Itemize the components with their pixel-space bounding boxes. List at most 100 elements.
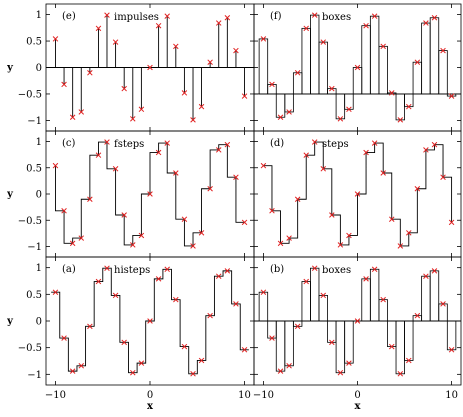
data-point [286, 109, 292, 115]
panel-d: (d) steps [253, 130, 462, 258]
data-point [95, 278, 102, 285]
data-point [380, 170, 386, 176]
data-point [311, 265, 318, 271]
data-point [181, 343, 188, 350]
x-tick-label: −10 [45, 390, 66, 401]
data-point [147, 64, 153, 71]
box [378, 45, 388, 95]
data-point [207, 185, 213, 192]
data-point [277, 368, 284, 374]
data-point [431, 268, 438, 274]
data-point [286, 235, 292, 241]
box [404, 93, 414, 108]
data-point [198, 357, 205, 364]
panel-a: 1 0.5 0 −0.5 −1 y (a) histeps −10 0 10 x [6, 256, 255, 412]
data-point [380, 43, 386, 50]
data-point [346, 360, 352, 366]
x-tick-label: 0 [147, 390, 153, 401]
data-point [164, 140, 170, 146]
panel-e: 1 0.5 0 −0.5 −1 y (e) impulses [6, 3, 255, 132]
data-point [198, 103, 205, 110]
data-point [190, 117, 196, 123]
data-point [269, 335, 275, 341]
data-point [363, 22, 369, 29]
box [258, 291, 269, 322]
box [429, 270, 440, 322]
panel-c: 1 0.5 0 −0.5 −1 y (c) fsteps [6, 130, 255, 258]
box [327, 88, 337, 95]
data-point [269, 208, 275, 214]
data-point [277, 114, 284, 120]
data-point [78, 363, 85, 369]
data-point [329, 85, 335, 92]
data-point [69, 240, 76, 247]
data-point [294, 70, 301, 76]
y-tick-label: 0 [36, 317, 42, 328]
data-point [138, 232, 145, 239]
data-point [406, 230, 412, 236]
data-point [164, 266, 170, 273]
box [292, 72, 303, 95]
box [387, 320, 397, 348]
y-tick-label: 0.5 [26, 290, 42, 301]
data-point [337, 369, 344, 376]
y-tick-label: −0.5 [18, 343, 42, 354]
box [267, 320, 277, 339]
data-point [155, 22, 162, 29]
data-point [104, 265, 110, 271]
data-point [61, 335, 67, 341]
panels: 1 0.5 0 −0.5 −1 y (e) impulses (f) boxes 1 0.5 0 −0.5… [6, 3, 462, 412]
box [361, 278, 371, 322]
box [412, 315, 423, 322]
data-point [260, 162, 267, 169]
data-point [388, 343, 395, 350]
x-tick-label: −10 [253, 390, 274, 401]
data-point [215, 147, 222, 153]
data-point [371, 266, 378, 273]
box [412, 61, 423, 95]
series-label: histeps [114, 265, 150, 276]
data-point [320, 39, 327, 45]
data-point [423, 20, 429, 26]
data-point [112, 39, 119, 45]
box [267, 84, 277, 95]
data-point [181, 216, 188, 222]
data-point [397, 243, 404, 249]
data-point [311, 139, 318, 145]
data-point [87, 323, 93, 330]
data-point [320, 292, 327, 299]
data-point [406, 103, 412, 110]
box [327, 320, 337, 343]
data-point [130, 242, 136, 248]
data-point [286, 363, 292, 369]
data-point [52, 162, 59, 169]
series-label: fsteps [114, 139, 144, 150]
data-point [147, 191, 153, 197]
data-point [173, 170, 179, 176]
data-point [233, 301, 239, 307]
panel-tag: (b) [270, 264, 284, 275]
data-point [155, 276, 162, 282]
data-point [181, 90, 188, 96]
data-point [440, 174, 446, 180]
data-point [190, 371, 196, 377]
data-point [354, 64, 361, 71]
data-point [241, 219, 248, 226]
data-point [440, 301, 446, 307]
y-axis-title: y [6, 63, 14, 74]
x-axis-title: x [355, 401, 362, 412]
data-point [130, 369, 136, 376]
panel-tag: (f) [270, 11, 282, 22]
box [429, 17, 440, 95]
box [335, 320, 346, 374]
box [275, 93, 286, 118]
data-point [380, 296, 386, 303]
data-point [414, 59, 421, 65]
data-point [346, 232, 352, 239]
data-point [303, 152, 309, 158]
data-point [448, 219, 455, 226]
data-point [260, 36, 267, 42]
data-point [337, 116, 344, 122]
data-point [354, 318, 361, 324]
data-point [112, 292, 119, 299]
